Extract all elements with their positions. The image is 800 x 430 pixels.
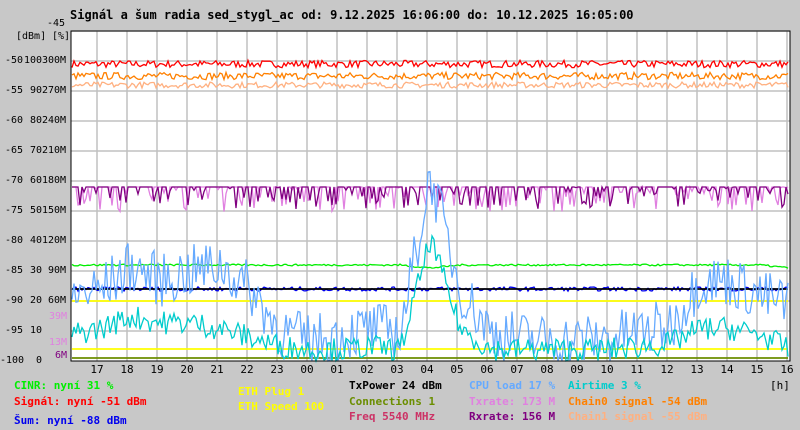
x-tick-label: 23 <box>270 363 284 376</box>
y-tick-pct: 30 <box>29 265 42 276</box>
legend-signal: Signál: nyní -51 dBm <box>14 395 147 408</box>
legend-connections: Connections 1 <box>349 395 436 408</box>
y-tick-rate: 210M <box>42 145 67 156</box>
x-tick-label: 11 <box>630 363 644 376</box>
x-tick-label: 03 <box>390 363 404 376</box>
legend-cpu: CPU load 17 % <box>469 379 556 392</box>
y-tick-pct: 20 <box>29 295 42 306</box>
x-tick-label: 19 <box>150 363 164 376</box>
y-tick-dbm: -75 <box>4 205 23 216</box>
y-tick-dbm: -70 <box>4 175 23 186</box>
series-airtime <box>71 233 789 364</box>
x-tick-label: 05 <box>450 363 464 376</box>
x-tick-label: 00 <box>300 363 314 376</box>
y-tick-dbm: -85 <box>4 265 23 276</box>
legend-eth-speed: ETH Speed 100 <box>238 400 325 413</box>
x-tick-label: 16 <box>780 363 794 376</box>
plot-border <box>70 30 791 362</box>
x-tick-label: 17 <box>90 363 104 376</box>
y-tick-pct: 90 <box>29 85 42 96</box>
x-tick-label: 20 <box>180 363 194 376</box>
series-cpu-load <box>71 170 789 362</box>
x-tick-label: 12 <box>660 363 674 376</box>
x-tick-label: 09 <box>570 363 584 376</box>
y-tick-pct: 80 <box>29 115 42 126</box>
series-signál <box>71 58 789 70</box>
legend-chain0: Chain0 signal -54 dBm <box>568 395 708 408</box>
y-tick-rate: 180M <box>42 175 67 186</box>
legend-chain1: Chain1 signal -55 dBm <box>568 410 708 423</box>
y-tick-dbm: -60 <box>4 115 23 126</box>
legend-cinr: CINR: nyní 31 % <box>14 379 114 392</box>
plot-background <box>71 31 790 361</box>
x-tick-label: 06 <box>480 363 494 376</box>
y-tick-rate: 90M <box>47 265 66 276</box>
y-top-label: -45 <box>47 18 66 29</box>
y-tick-dbm: -80 <box>4 235 23 246</box>
y-unit-pct: [%] <box>52 31 71 42</box>
y-tick-rate: 270M <box>42 85 67 96</box>
y-tick-dbm: -50 <box>4 55 23 66</box>
x-tick-label: 21 <box>210 363 224 376</box>
x-tick-label: 08 <box>540 363 554 376</box>
y-tick-rate: 240M <box>42 115 67 126</box>
chart-title: Signál a šum radia sed_stygl_ac od: 9.12… <box>70 8 634 22</box>
y-tick-rate-extra: 13M <box>48 337 67 348</box>
y-tick-pct: 100 <box>24 55 43 66</box>
legend-eth-plug: ETH Plug 1 <box>238 385 305 398</box>
x-tick-label: 01 <box>330 363 344 376</box>
y-tick-rate-extra: 6M <box>54 350 67 361</box>
legend-airtime: Airtime 3 % <box>568 379 641 392</box>
legend-noise: Šum: nyní -88 dBm <box>14 414 127 427</box>
x-tick-label: 07 <box>510 363 524 376</box>
series-cinr <box>71 263 789 269</box>
y-tick-dbm: -65 <box>4 145 23 156</box>
x-tick-label: 22 <box>240 363 254 376</box>
series-rxrate <box>72 184 789 209</box>
x-tick-label: 04 <box>420 363 434 376</box>
y-tick-pct: 60 <box>29 175 42 186</box>
y-tick-pct: 70 <box>29 145 42 156</box>
y-tick-pct: 50 <box>29 205 42 216</box>
x-tick-label: 15 <box>750 363 764 376</box>
y-tick-rate-extra: 39M <box>48 311 67 322</box>
y-tick-dbm: -95 <box>4 325 23 336</box>
legend-rxrate: Rxrate: 156 M <box>469 410 556 423</box>
legend-txpower: TxPower 24 dBm <box>349 379 442 392</box>
x-unit-label: [h] <box>770 379 790 392</box>
y-tick-rate: 300M <box>42 55 67 66</box>
x-tick-label: 13 <box>690 363 704 376</box>
y-tick-pct: 0 <box>35 355 42 366</box>
y-tick-pct: 40 <box>29 235 42 246</box>
legend-txrate: Txrate: 173 M <box>469 395 556 408</box>
series-chain0-signal <box>71 70 789 82</box>
x-tick-label: 02 <box>360 363 374 376</box>
y-tick-dbm: -90 <box>4 295 23 306</box>
y-tick-rate: 120M <box>42 235 67 246</box>
x-tick-label: 14 <box>720 363 734 376</box>
y-tick-rate: 60M <box>47 295 66 306</box>
x-tick-label: 10 <box>600 363 614 376</box>
y-tick-rate: 150M <box>42 205 67 216</box>
y-unit-dbm: [dBm] <box>16 31 47 42</box>
series-chain1-signal <box>71 80 789 90</box>
y-tick-dbm: -100 <box>0 355 25 366</box>
y-tick-pct: 10 <box>29 325 42 336</box>
y-tick-dbm: -55 <box>4 85 23 96</box>
x-tick-label: 18 <box>120 363 134 376</box>
legend-freq: Freq 5540 MHz <box>349 410 436 423</box>
